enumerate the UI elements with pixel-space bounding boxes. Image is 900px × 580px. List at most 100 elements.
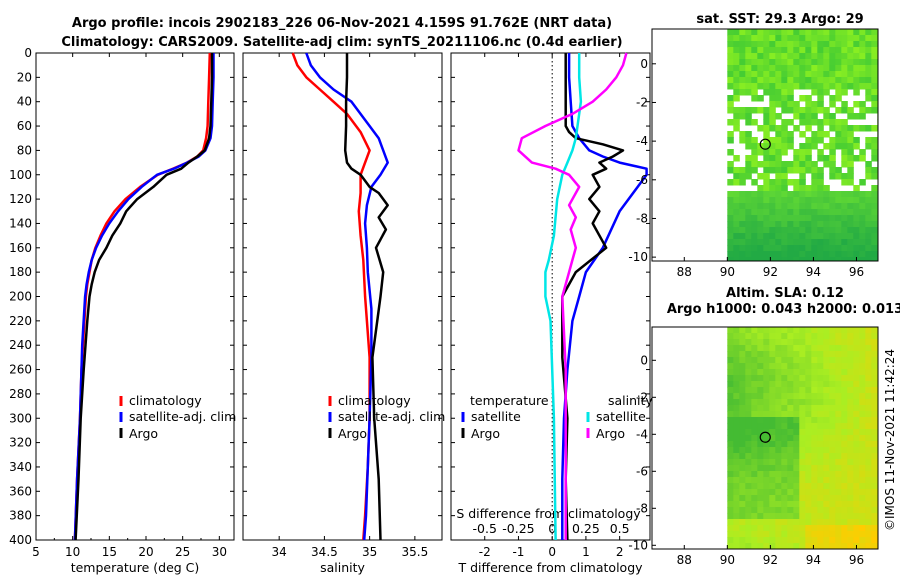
- map-cell: [805, 209, 812, 216]
- map-cell: [865, 47, 872, 54]
- map-cell: [769, 191, 776, 198]
- map-cell: [733, 35, 740, 42]
- plot-area: [35, 52, 235, 541]
- map-cell: [739, 351, 746, 358]
- map-cell: [799, 513, 806, 520]
- map-cell: [739, 435, 746, 442]
- map-cell: [817, 95, 824, 102]
- map-cell: [787, 209, 794, 216]
- map-cell: [805, 65, 812, 72]
- map-cell: [751, 471, 758, 478]
- map-cell: [763, 161, 770, 168]
- map-cell: [763, 459, 770, 466]
- map-cell: [787, 77, 794, 84]
- map-cell: [793, 65, 800, 72]
- map-cell: [817, 71, 824, 78]
- map-cell: [775, 465, 782, 472]
- map-cell: [829, 161, 836, 168]
- map-cell: [823, 257, 830, 262]
- map-cell: [865, 459, 872, 466]
- map-cell: [793, 399, 800, 406]
- map-cell: [799, 405, 806, 412]
- map-cell: [745, 155, 752, 162]
- x-tick-label: 0: [548, 545, 556, 559]
- map-cell: [865, 387, 872, 394]
- map-cell: [865, 191, 872, 198]
- salinity-legend: climatology satellite-adj. clim Argo: [328, 393, 445, 441]
- map-cell: [757, 29, 764, 36]
- map-cell: [775, 83, 782, 90]
- map-cell: [817, 173, 824, 180]
- map-cell: [739, 257, 746, 262]
- map-cell: [811, 35, 818, 42]
- map-cell: [871, 375, 878, 382]
- map-x-tick-label: 96: [849, 265, 864, 279]
- map-cell: [775, 435, 782, 442]
- y-tick-label: 0: [24, 46, 32, 60]
- map-cell: [763, 71, 770, 78]
- map-cell: [739, 215, 746, 222]
- map-cell: [751, 351, 758, 358]
- map-cell: [775, 167, 782, 174]
- s-diff-tick-label: 0.25: [572, 521, 600, 536]
- map-cell: [841, 209, 848, 216]
- map-cell: [865, 531, 872, 538]
- map-cell: [799, 495, 806, 502]
- map-cell: [859, 519, 866, 526]
- map-cell: [745, 399, 752, 406]
- map-cell: [757, 453, 764, 460]
- sst-map-title: sat. SST: 29.3 Argo: 29: [696, 12, 863, 27]
- map-cell: [745, 35, 752, 42]
- map-cell: [745, 477, 752, 484]
- map-cell: [859, 501, 866, 508]
- map-cell: [871, 405, 878, 412]
- map-cell: [775, 441, 782, 448]
- map-cell: [865, 89, 872, 96]
- map-cell: [823, 333, 830, 340]
- map-cell: [853, 197, 860, 204]
- map-cell: [745, 203, 752, 210]
- map-cell: [775, 339, 782, 346]
- map-cell: [757, 233, 764, 240]
- map-cell: [787, 441, 794, 448]
- map-cell: [841, 363, 848, 370]
- map-cell: [751, 345, 758, 352]
- map-cell: [859, 351, 866, 358]
- figure-title-line2: Climatology: CARS2009. Satellite-adj cli…: [61, 35, 622, 50]
- map-cell: [859, 149, 866, 156]
- map-cell: [781, 381, 788, 388]
- map-cell: [829, 339, 836, 346]
- map-cell: [871, 29, 878, 36]
- map-cell: [847, 429, 854, 436]
- map-cell: [733, 513, 740, 520]
- map-cell: [823, 501, 830, 508]
- map-cell: [739, 197, 746, 204]
- map-cell: [775, 191, 782, 198]
- map-cell: [817, 513, 824, 520]
- map-cell: [805, 393, 812, 400]
- map-cell: [871, 513, 878, 520]
- map-cell: [733, 507, 740, 514]
- map-cell: [823, 477, 830, 484]
- map-cell: [751, 447, 758, 454]
- map-cell: [763, 489, 770, 496]
- map-cell: [859, 215, 866, 222]
- map-cell: [763, 531, 770, 538]
- map-cell: [835, 369, 842, 376]
- map-cell: [817, 399, 824, 406]
- map-cell: [769, 435, 776, 442]
- map-cell: [805, 53, 812, 60]
- map-cell: [775, 47, 782, 54]
- map-cell: [823, 131, 830, 138]
- map-cell: [787, 501, 794, 508]
- map-x-tick-label: 92: [763, 265, 778, 279]
- map-cell: [793, 345, 800, 352]
- map-cell: [871, 89, 878, 96]
- map-cell: [853, 513, 860, 520]
- map-cell: [853, 203, 860, 210]
- map-cell: [835, 477, 842, 484]
- legend-label-temp-argo: Argo: [471, 426, 500, 441]
- map-cell: [751, 429, 758, 436]
- map-cell: [823, 537, 830, 544]
- map-cell: [835, 501, 842, 508]
